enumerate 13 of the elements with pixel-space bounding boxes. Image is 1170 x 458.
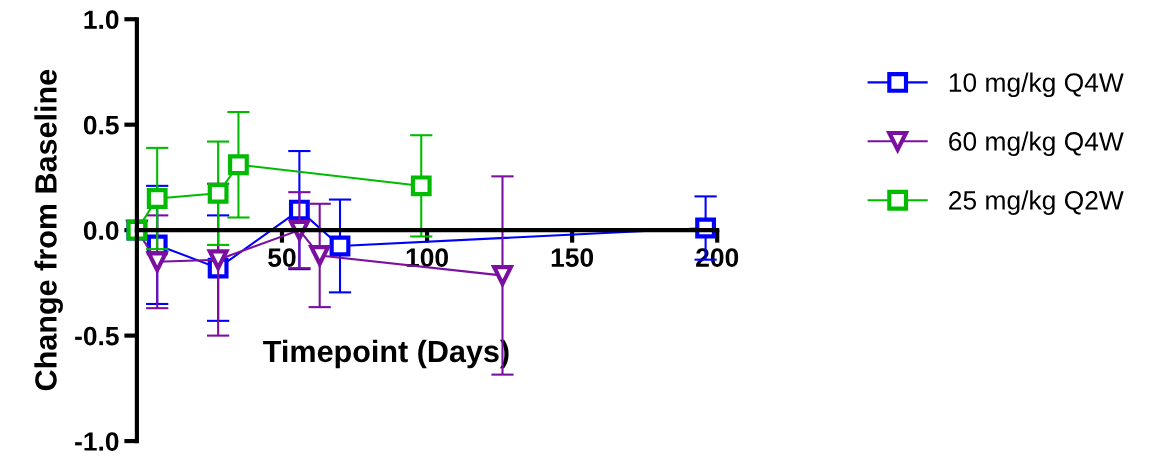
y-tick-label: 0.5 — [83, 115, 119, 135]
x-tick-label: 100 — [406, 248, 448, 267]
y-tick-label: 1.0 — [84, 10, 119, 30]
legend-label: 25 mg/kg Q2W — [949, 190, 1124, 215]
legend-label: 10 mg/kg Q4W — [949, 72, 1124, 98]
y-tick-label: -1.0 — [75, 432, 119, 451]
y-axis-title: Change from Baseline — [34, 69, 63, 391]
x-tick-label: 50 — [268, 248, 296, 267]
x-tick-label: 200 — [696, 248, 739, 267]
y-tick-label: -0.5 — [75, 326, 119, 346]
y-tick-label: 0.0 — [83, 221, 119, 240]
legend-label: 60 mg/kg Q4W — [949, 131, 1124, 157]
x-tick-label: 150 — [551, 248, 594, 267]
